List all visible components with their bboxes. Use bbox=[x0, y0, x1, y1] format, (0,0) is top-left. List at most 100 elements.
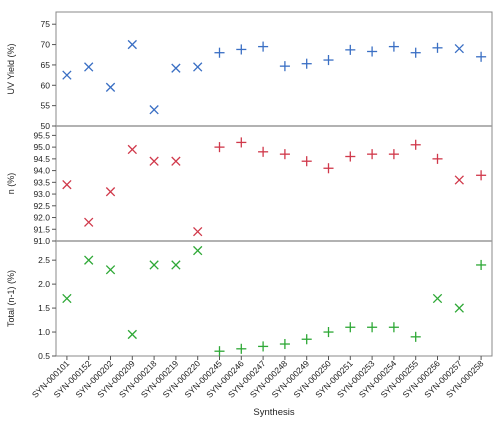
data-point bbox=[410, 47, 421, 58]
mark-layer bbox=[62, 39, 487, 357]
data-point bbox=[367, 46, 378, 57]
data-point bbox=[214, 142, 225, 153]
data-point bbox=[149, 260, 159, 270]
y-tick-label: 50 bbox=[41, 121, 51, 131]
y-tick-label: 75 bbox=[41, 19, 51, 29]
data-point bbox=[105, 82, 116, 92]
y-tick-label: 65 bbox=[41, 60, 51, 70]
data-point bbox=[62, 180, 72, 190]
data-point bbox=[193, 245, 203, 256]
data-point-stroke bbox=[84, 217, 94, 227]
data-point bbox=[476, 259, 487, 270]
data-point bbox=[127, 329, 137, 340]
data-point-stroke bbox=[84, 255, 94, 265]
data-point bbox=[476, 170, 487, 181]
data-point-stroke bbox=[454, 175, 464, 185]
data-point-stroke bbox=[62, 293, 72, 304]
data-point bbox=[345, 44, 356, 55]
data-point bbox=[62, 293, 72, 304]
data-point bbox=[171, 63, 181, 73]
x-axis-title: Synthesis bbox=[253, 407, 294, 418]
data-point bbox=[236, 137, 247, 148]
data-point bbox=[410, 331, 421, 342]
y-tick-label: 60 bbox=[41, 80, 51, 90]
data-point bbox=[193, 62, 203, 72]
data-point bbox=[127, 144, 137, 155]
y-tick-label: 92.5 bbox=[33, 201, 50, 211]
data-point bbox=[301, 58, 312, 69]
y-tick-label: 94.5 bbox=[33, 154, 50, 164]
data-point bbox=[127, 39, 137, 50]
y-axis-title: n (%) bbox=[6, 173, 16, 195]
data-point-stroke bbox=[149, 260, 159, 270]
data-point bbox=[323, 55, 334, 66]
data-point-stroke bbox=[171, 63, 181, 73]
data-point bbox=[84, 62, 94, 72]
data-point bbox=[171, 156, 181, 166]
data-point bbox=[84, 217, 94, 227]
data-point bbox=[454, 175, 464, 185]
y-axis-title: UV Yield (%) bbox=[6, 43, 16, 94]
data-point-stroke bbox=[105, 265, 116, 275]
data-point bbox=[301, 156, 312, 167]
y-tick-label: 95.5 bbox=[33, 130, 50, 140]
data-point bbox=[476, 51, 487, 62]
data-point-stroke bbox=[193, 245, 203, 256]
y-axis-title: Total (n-1) (%) bbox=[6, 270, 16, 327]
data-point-stroke bbox=[127, 39, 137, 50]
data-point bbox=[388, 322, 399, 333]
data-point bbox=[432, 153, 443, 164]
data-point bbox=[236, 343, 247, 354]
data-point bbox=[193, 226, 203, 237]
tick-layer: 50 55 60 65 70 75 UV Yield (%) 91.0 91.592.0 92.5… bbox=[6, 19, 486, 400]
data-point bbox=[149, 156, 159, 166]
data-point bbox=[105, 265, 116, 275]
data-point bbox=[388, 149, 399, 160]
y-tick-label: 55 bbox=[41, 101, 51, 111]
y-tick-label: 93.0 bbox=[33, 189, 50, 199]
data-point-stroke bbox=[193, 62, 203, 72]
y-tick-label: 1.5 bbox=[38, 303, 50, 313]
data-point bbox=[367, 322, 378, 333]
data-point-stroke bbox=[127, 144, 137, 155]
data-point bbox=[149, 105, 159, 115]
data-point bbox=[171, 260, 181, 270]
data-point-stroke bbox=[149, 105, 159, 115]
y-tick-label: 70 bbox=[41, 40, 51, 50]
y-tick-label: 2.5 bbox=[38, 255, 50, 265]
data-point-stroke bbox=[105, 82, 116, 92]
y-tick-label: 94.0 bbox=[33, 166, 50, 176]
data-point-stroke bbox=[454, 43, 464, 54]
data-point bbox=[258, 146, 269, 157]
data-point bbox=[214, 346, 225, 357]
data-point-stroke bbox=[62, 180, 72, 190]
data-point bbox=[258, 41, 269, 52]
data-point bbox=[345, 322, 356, 333]
y-tick-label: 1.0 bbox=[38, 327, 50, 337]
data-point bbox=[84, 255, 94, 265]
data-point bbox=[105, 187, 116, 197]
data-point-stroke bbox=[454, 303, 464, 313]
data-point-stroke bbox=[432, 293, 443, 304]
data-point bbox=[214, 47, 225, 58]
data-point bbox=[279, 149, 290, 160]
data-point bbox=[432, 293, 443, 304]
y-tick-label: 92.0 bbox=[33, 213, 50, 223]
plot-frame bbox=[55, 11, 493, 357]
data-point bbox=[62, 70, 72, 80]
data-point bbox=[236, 44, 247, 55]
data-point-stroke bbox=[62, 70, 72, 80]
data-point bbox=[323, 327, 334, 338]
y-tick-label: 2.0 bbox=[38, 279, 50, 289]
data-point-stroke bbox=[149, 156, 159, 166]
data-point bbox=[301, 334, 312, 345]
data-point bbox=[410, 139, 421, 150]
data-point-stroke bbox=[105, 187, 116, 197]
y-tick-label: 91.0 bbox=[33, 236, 50, 246]
data-point bbox=[388, 41, 399, 52]
y-tick-label: 91.5 bbox=[33, 224, 50, 234]
y-tick-label: 93.5 bbox=[33, 177, 50, 187]
data-point-stroke bbox=[171, 260, 181, 270]
